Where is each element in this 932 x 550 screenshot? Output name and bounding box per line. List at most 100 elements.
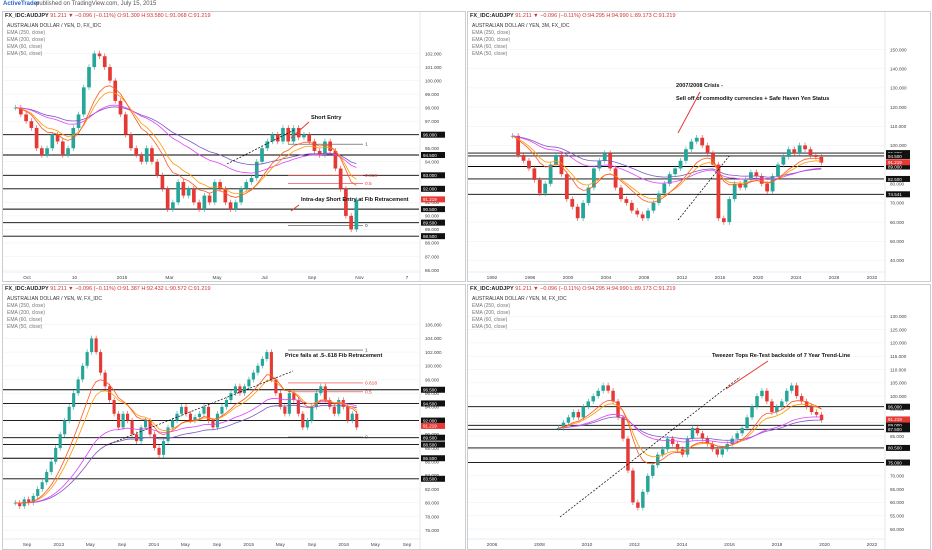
candle-body (254, 161, 259, 178)
candle-body (700, 433, 705, 439)
candle-body (770, 401, 774, 413)
candle-body (113, 80, 118, 101)
ema250-line (15, 106, 357, 166)
level-price-tag (421, 434, 445, 441)
y-tick-label: 125.000 (890, 327, 907, 332)
candle-body (765, 390, 769, 402)
x-tick-label: 2016 (715, 275, 726, 281)
y-tick-label: 65.000 (890, 487, 904, 492)
candle-body (537, 179, 542, 194)
level-price-label: 89.000 (888, 423, 902, 428)
level-price-label: 94.500 (888, 154, 902, 159)
y-tick-label: 140.000 (890, 67, 907, 72)
y-tick-label: 120.000 (890, 341, 907, 346)
candle-body (566, 417, 571, 423)
chart-annotation: Tweezer Tops Re-Test backside of 7 Year … (712, 353, 850, 359)
candle-body (92, 53, 97, 68)
candle-body (161, 441, 166, 455)
candle-body (317, 150, 322, 155)
y-tick-label: 104.000 (425, 336, 442, 341)
y-tick-label: 101.000 (425, 65, 442, 70)
chart-panel-monthly[interactable]: 130.000 125.000 120.000 115.000 110.000 105.0… (467, 284, 931, 550)
current-price-tag (886, 159, 910, 166)
fib-level-label: 0.618 (365, 173, 377, 179)
candle-body (206, 406, 211, 421)
chart-annotation: Intra-day Short Entry at Fib Retracement (301, 197, 409, 203)
y-tick-label: 106.000 (425, 322, 442, 327)
level-price-label: 75.000 (888, 460, 902, 465)
candle-body (641, 491, 645, 508)
candle-body (556, 427, 561, 429)
candle-body (76, 379, 80, 394)
trend-line (106, 370, 294, 446)
x-tick-label: 2018 (772, 542, 783, 548)
x-tick-label: 1996 (525, 275, 536, 281)
candle-body (586, 401, 590, 407)
candle-body (176, 182, 180, 203)
x-tick-label: 2008 (534, 542, 545, 548)
candle-body (651, 202, 656, 211)
ema-legend-item: EMA (60, close) (7, 317, 43, 323)
candle-body (602, 153, 607, 161)
candle-body (202, 195, 207, 210)
candle-body (81, 87, 86, 115)
current-price-label: 91.219 (888, 417, 902, 422)
level-price-tag (886, 422, 910, 429)
candle-body (581, 202, 585, 219)
y-tick-label: 76.000 (425, 528, 439, 533)
candle-body (576, 412, 581, 418)
candle-body (561, 422, 566, 428)
ema60-line (558, 403, 822, 458)
candle-body (792, 149, 797, 154)
candle-body (54, 447, 58, 462)
candle-body (274, 379, 278, 394)
candle-body (314, 393, 318, 407)
candle-body (49, 461, 53, 472)
candle-body (621, 417, 625, 439)
chart-panel-3m[interactable]: 150.000 140.000 130.000 120.000 110.000 100.0… (467, 11, 931, 282)
fib-level-label: 0 (365, 435, 368, 441)
x-tick-label: 10 (72, 275, 78, 281)
candle-body (155, 161, 160, 176)
y-tick-label: 80.000 (890, 182, 904, 187)
brand-link[interactable]: ActiveTrader (3, 1, 40, 7)
annotation-arrow (290, 204, 300, 212)
y-tick-label: 97.000 (425, 119, 439, 124)
candle-body (152, 434, 157, 448)
y-tick-label: 110.000 (890, 367, 907, 372)
candle-body (94, 338, 98, 353)
candle-body (735, 433, 739, 439)
ema250-line (512, 135, 822, 178)
candle-body (99, 352, 103, 373)
chart-canvas-monthly[interactable]: 130.000 125.000 120.000 115.000 110.000 105.0… (468, 285, 930, 549)
ema-legend-item: EMA (250, close) (472, 30, 511, 36)
candle-body (184, 406, 188, 414)
candle-body (662, 183, 667, 194)
candle-body (678, 160, 683, 169)
y-tick-label: 100.000 (425, 364, 442, 369)
y-tick-label: 86.000 (425, 268, 439, 273)
level-price-tag (886, 163, 910, 170)
chart-annotation: Short Entry (311, 115, 342, 121)
candle-body (328, 400, 332, 407)
candle-body (346, 406, 350, 421)
chart-canvas-daily[interactable]: 102.000 101.000 100.000 99.000 98.000 97.000 9… (3, 12, 465, 281)
level-price-tag (421, 206, 445, 213)
candle-body (814, 412, 819, 415)
y-tick-label: 115.000 (890, 354, 907, 359)
candle-body (694, 137, 699, 142)
candle-body (349, 215, 353, 230)
chart-canvas-3m[interactable]: 150.000 140.000 130.000 120.000 110.000 100.0… (468, 12, 930, 281)
y-tick-label: 110.000 (890, 124, 907, 129)
candle-body (646, 210, 650, 219)
candle-body (292, 393, 296, 401)
y-tick-label: 78.000 (425, 514, 439, 519)
chart-panel-weekly[interactable]: 106.000 104.000 102.000 100.000 98.000 96.000… (2, 284, 466, 550)
chart-panel-daily[interactable]: 102.000 101.000 100.000 99.000 98.000 97.000 9… (2, 11, 466, 282)
level-price-tag (421, 152, 445, 158)
chart-canvas-weekly[interactable]: 106.000 104.000 102.000 100.000 98.000 96.000… (3, 285, 465, 549)
current-price-label: 91.219 (888, 160, 902, 165)
level-price-tag (421, 475, 445, 482)
fib-level-label: 0.5 (365, 389, 372, 395)
y-tick-label: 100.000 (890, 394, 907, 399)
